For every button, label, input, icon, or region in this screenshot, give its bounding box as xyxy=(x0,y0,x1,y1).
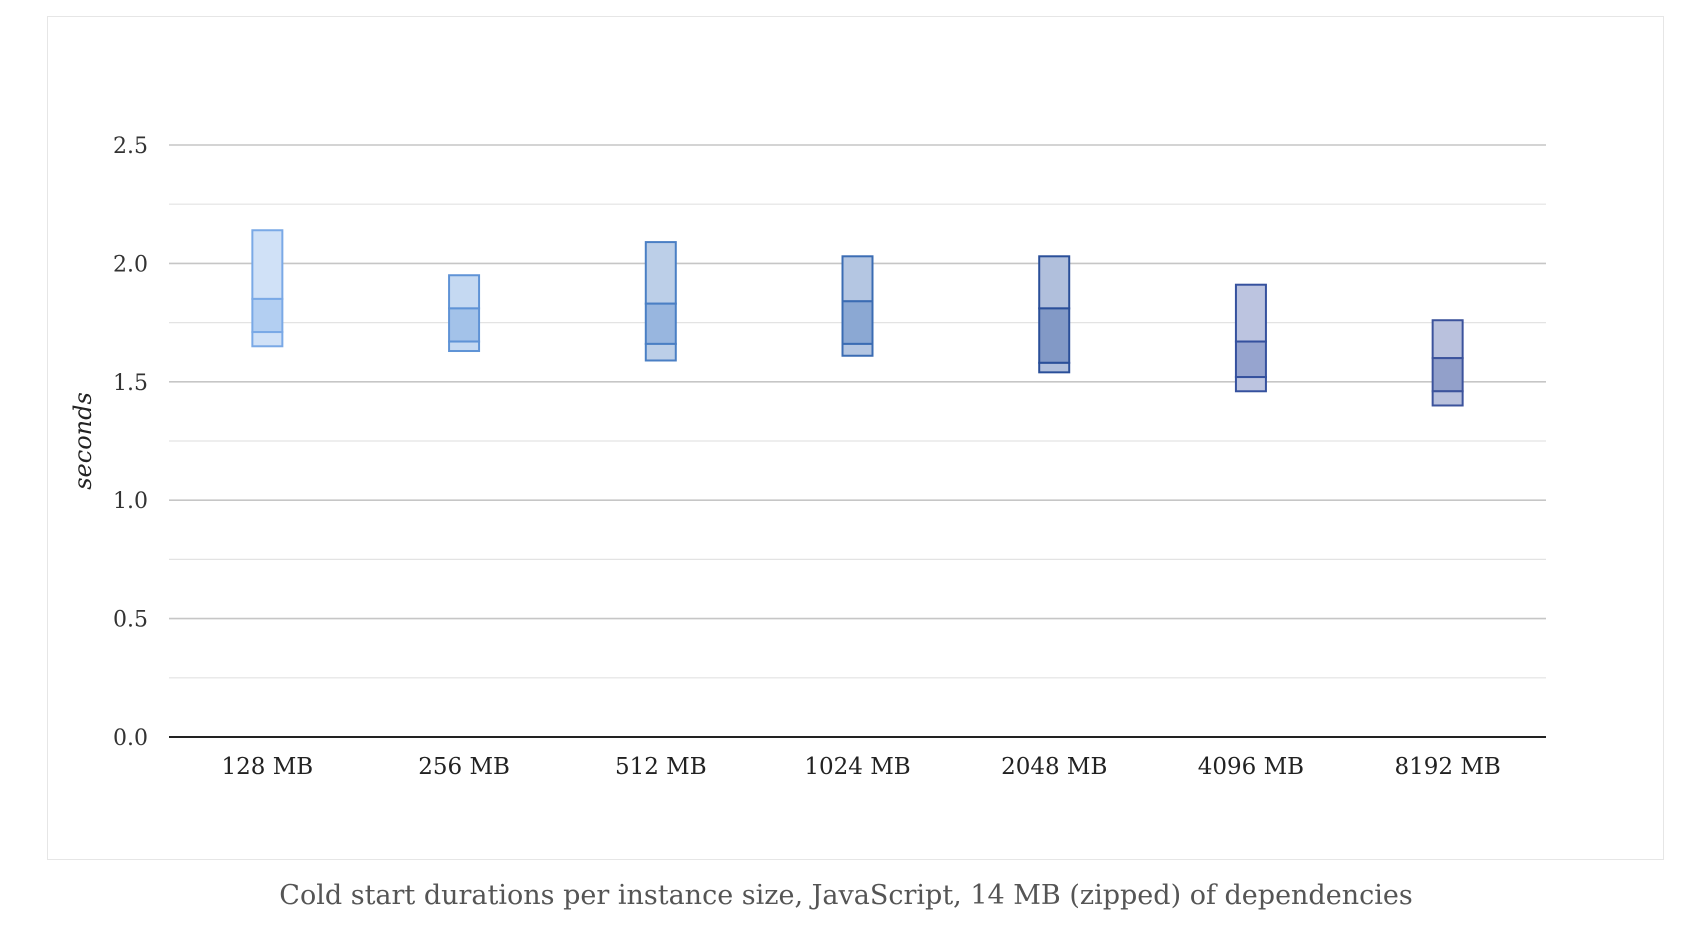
box-4096-mb xyxy=(1234,283,1267,393)
box-upper-segment xyxy=(1038,255,1071,310)
box-1024-mb xyxy=(841,255,874,357)
x-category-label: 8192 MB xyxy=(1394,754,1500,780)
x-category-label: 512 MB xyxy=(615,754,707,780)
box-upper-segment xyxy=(1234,283,1267,343)
box-lower-segment xyxy=(251,331,284,348)
box-middle-segment xyxy=(1038,307,1071,364)
y-tick-label: 0.0 xyxy=(113,726,148,751)
box-lower-segment xyxy=(1038,361,1071,374)
box-middle-segment xyxy=(1431,357,1464,393)
box-lower-segment xyxy=(644,342,677,362)
x-category-label: 4096 MB xyxy=(1198,754,1304,780)
figure-caption: Cold start durations per instance size, … xyxy=(279,880,1413,911)
x-category-label: 1024 MB xyxy=(804,754,910,780)
box-lower-segment xyxy=(841,342,874,357)
box-upper-segment xyxy=(251,229,284,300)
box-256-mb xyxy=(448,274,481,353)
y-tick-label: 1.0 xyxy=(113,489,148,514)
box-middle-segment xyxy=(251,297,284,334)
y-axis-label: seconds xyxy=(69,392,97,490)
box-upper-segment xyxy=(448,274,481,310)
y-tick-label: 0.5 xyxy=(113,608,148,633)
box-middle-segment xyxy=(644,302,677,345)
x-category-label: 128 MB xyxy=(222,754,314,780)
box-middle-segment xyxy=(448,307,481,343)
gridlines xyxy=(169,144,1546,679)
box-upper-segment xyxy=(1431,319,1464,360)
y-tick-label: 1.5 xyxy=(113,371,148,396)
box-upper-segment xyxy=(841,255,874,303)
box-lower-segment xyxy=(1234,376,1267,393)
box-middle-segment xyxy=(1234,340,1267,379)
x-category-label: 2048 MB xyxy=(1001,754,1107,780)
box-2048-mb xyxy=(1038,255,1071,374)
box-lower-segment xyxy=(1431,390,1464,407)
box-middle-segment xyxy=(841,300,874,345)
box-upper-segment xyxy=(644,241,677,305)
box-lower-segment xyxy=(448,340,481,353)
box-512-mb xyxy=(644,241,677,362)
box-128-mb xyxy=(251,229,284,348)
x-category-label: 256 MB xyxy=(418,754,510,780)
x-axis-categories: 128 MB 256 MB 512 MB 1024 MB 2048 MB 4096 MB 8… xyxy=(222,754,1501,780)
boxes xyxy=(251,229,1464,407)
box-8192-mb xyxy=(1431,319,1464,407)
y-tick-label: 2.0 xyxy=(113,252,148,277)
chart-frame xyxy=(47,16,1664,860)
y-tick-label: 2.5 xyxy=(113,134,148,159)
y-axis-ticks: 0.0 0.5 1.0 1.5 2.0 2.5 xyxy=(113,134,148,751)
box-plot-chart: 0.0 0.5 1.0 1.5 2.0 2.5 128 MB 256 MB 512 MB 102… xyxy=(69,134,1546,780)
